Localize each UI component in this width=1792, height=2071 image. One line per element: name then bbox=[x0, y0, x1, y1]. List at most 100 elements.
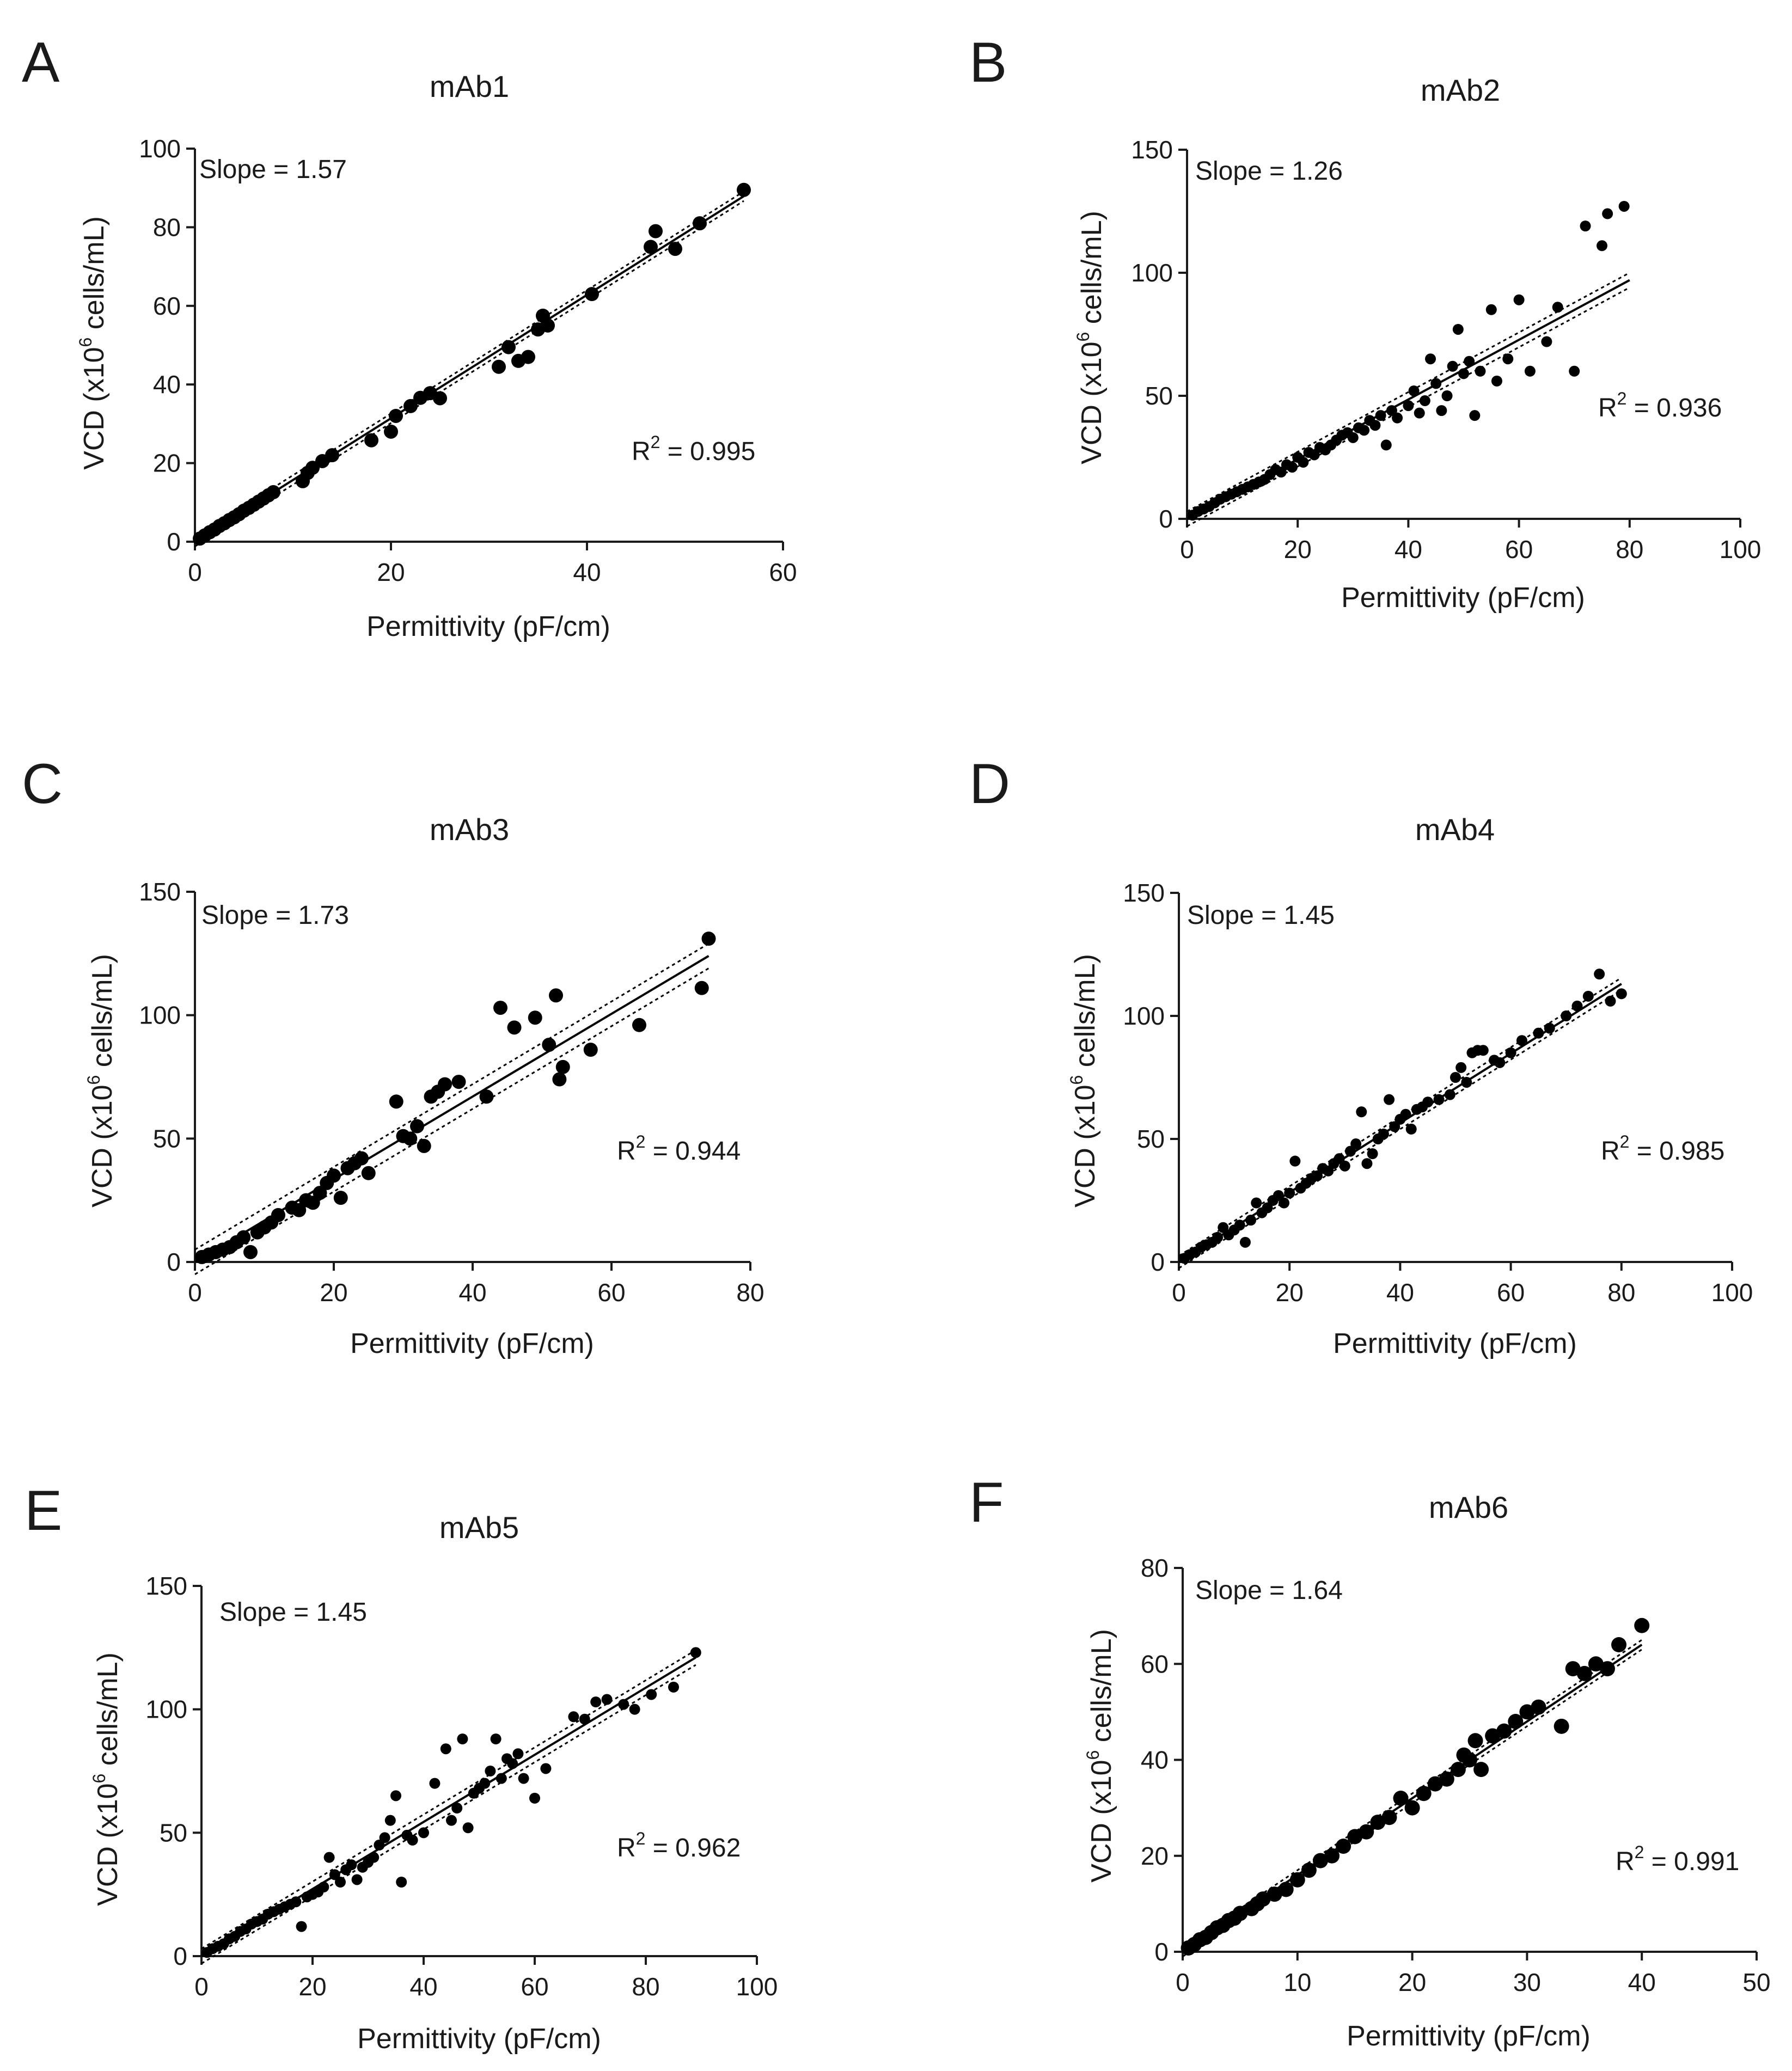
panel-f: F mAb6 Slope = 1.64 R2 = 0.991 Permittiv… bbox=[969, 1471, 1771, 2052]
y-tick-label-e: 150 bbox=[145, 1572, 187, 1600]
data-point-b bbox=[1452, 323, 1464, 335]
panel-letter-c: C bbox=[22, 752, 63, 816]
y-tick-label-a: 20 bbox=[153, 449, 181, 477]
panel-letter-f: F bbox=[969, 1471, 1004, 1534]
data-point-e bbox=[318, 1882, 329, 1893]
data-point-c bbox=[243, 1245, 258, 1259]
data-point-d bbox=[1284, 1187, 1295, 1199]
data-point-d bbox=[1455, 1062, 1467, 1073]
data-point-d bbox=[1450, 1072, 1461, 1083]
data-point-a bbox=[364, 433, 378, 448]
panel-title-c: mAb3 bbox=[430, 812, 509, 847]
panel-letter-b: B bbox=[969, 31, 1007, 94]
data-point-d bbox=[1516, 1035, 1527, 1046]
y-tick-label-d: 150 bbox=[1123, 879, 1165, 907]
data-point-e bbox=[601, 1694, 613, 1705]
x-tick-label-b: 80 bbox=[1616, 535, 1643, 563]
data-point-f bbox=[1301, 1862, 1317, 1878]
panel-title-f: mAb6 bbox=[1429, 1490, 1508, 1524]
panel-letter-d: D bbox=[969, 752, 1010, 816]
x-tick-label-c: 80 bbox=[736, 1278, 764, 1307]
data-point-b bbox=[1414, 407, 1425, 419]
data-point-c bbox=[549, 988, 563, 1003]
data-point-f bbox=[1232, 1905, 1248, 1921]
data-point-e bbox=[457, 1733, 468, 1745]
panel-title-d: mAb4 bbox=[1415, 812, 1495, 847]
data-point-f bbox=[1289, 1872, 1305, 1888]
data-point-c bbox=[271, 1208, 285, 1222]
panel-letter-a: A bbox=[22, 31, 60, 94]
data-point-f bbox=[1554, 1718, 1569, 1734]
x-tick-label-e: 100 bbox=[736, 1972, 778, 2001]
data-point-b bbox=[1597, 240, 1607, 252]
x-tick-label-d: 80 bbox=[1607, 1278, 1635, 1307]
data-point-b bbox=[1569, 365, 1580, 377]
data-point-b bbox=[1464, 356, 1475, 367]
x-tick-label-f: 20 bbox=[1398, 1968, 1426, 1996]
y-tick-label-b: 0 bbox=[1159, 505, 1173, 533]
slope-label-c: Slope = 1.73 bbox=[201, 901, 349, 930]
data-point-c bbox=[451, 1075, 466, 1089]
ci-upper-line-c bbox=[194, 942, 710, 1251]
data-point-b bbox=[1552, 302, 1563, 313]
data-point-c bbox=[361, 1166, 376, 1180]
data-point-e bbox=[335, 1877, 346, 1888]
data-point-f bbox=[1416, 1786, 1432, 1802]
x-tick-label-c: 40 bbox=[458, 1278, 486, 1307]
y-tick-label-b: 150 bbox=[1131, 136, 1173, 164]
data-point-d bbox=[1505, 1047, 1516, 1058]
data-point-d bbox=[1544, 1022, 1555, 1034]
ci-upper-line-a bbox=[194, 191, 744, 538]
data-point-c bbox=[403, 1131, 418, 1146]
data-point-d bbox=[1251, 1197, 1262, 1209]
x-tick-label-c: 20 bbox=[320, 1278, 347, 1307]
y-axis-label-c: VCD (x106 cells/mL) bbox=[84, 954, 118, 1208]
data-point-a bbox=[266, 485, 280, 500]
data-point-b bbox=[1430, 378, 1442, 389]
y-tick-label-c: 0 bbox=[167, 1248, 181, 1276]
data-point-e bbox=[512, 1748, 524, 1760]
data-point-d bbox=[1582, 990, 1594, 1002]
data-point-a bbox=[384, 424, 398, 439]
data-point-b bbox=[1441, 390, 1453, 401]
data-point-e bbox=[485, 1766, 496, 1776]
data-point-e bbox=[296, 1921, 307, 1932]
data-point-d bbox=[1289, 1155, 1301, 1167]
data-point-e bbox=[384, 1815, 396, 1826]
y-tick-label-b: 100 bbox=[1131, 259, 1173, 287]
data-point-c bbox=[327, 1168, 341, 1183]
x-tick-label-d: 40 bbox=[1386, 1278, 1414, 1307]
data-point-b bbox=[1436, 405, 1447, 416]
data-point-c bbox=[552, 1072, 567, 1087]
y-axis-label-d: VCD (x106 cells/mL) bbox=[1067, 954, 1101, 1208]
data-point-a bbox=[737, 182, 751, 197]
x-tick-label-c: 0 bbox=[188, 1278, 202, 1307]
data-point-d bbox=[1571, 1000, 1583, 1012]
data-point-b bbox=[1359, 425, 1370, 436]
data-point-b bbox=[1347, 432, 1359, 443]
data-point-e bbox=[323, 1852, 335, 1863]
data-point-d bbox=[1279, 1197, 1290, 1209]
x-axis-label-b: Permittivity (pF/cm) bbox=[1341, 582, 1585, 614]
data-point-b bbox=[1618, 200, 1630, 212]
y-axis-label-b: VCD (x106 cells/mL) bbox=[1073, 211, 1108, 464]
ci-upper-line-e bbox=[201, 1649, 696, 1950]
data-point-c bbox=[632, 1018, 646, 1032]
data-point-e bbox=[396, 1877, 407, 1888]
y-tick-label-a: 60 bbox=[153, 292, 181, 320]
data-point-e bbox=[290, 1896, 302, 1908]
data-point-e bbox=[579, 1713, 590, 1725]
ci-upper-line-b bbox=[1186, 272, 1630, 512]
y-tick-label-f: 60 bbox=[1141, 1650, 1169, 1678]
data-point-b bbox=[1419, 395, 1430, 407]
data-point-c bbox=[555, 1059, 570, 1074]
slope-label-a: Slope = 1.57 bbox=[199, 155, 347, 184]
data-point-f bbox=[1336, 1839, 1351, 1854]
data-point-c bbox=[305, 1196, 320, 1210]
data-point-b bbox=[1541, 336, 1552, 347]
x-axis-label-d: Permittivity (pF/cm) bbox=[1333, 1328, 1577, 1359]
data-point-f bbox=[1531, 1699, 1546, 1715]
data-point-f bbox=[1611, 1637, 1627, 1652]
data-point-e bbox=[690, 1647, 701, 1658]
x-axis-label-e: Permittivity (pF/cm) bbox=[357, 2023, 601, 2055]
